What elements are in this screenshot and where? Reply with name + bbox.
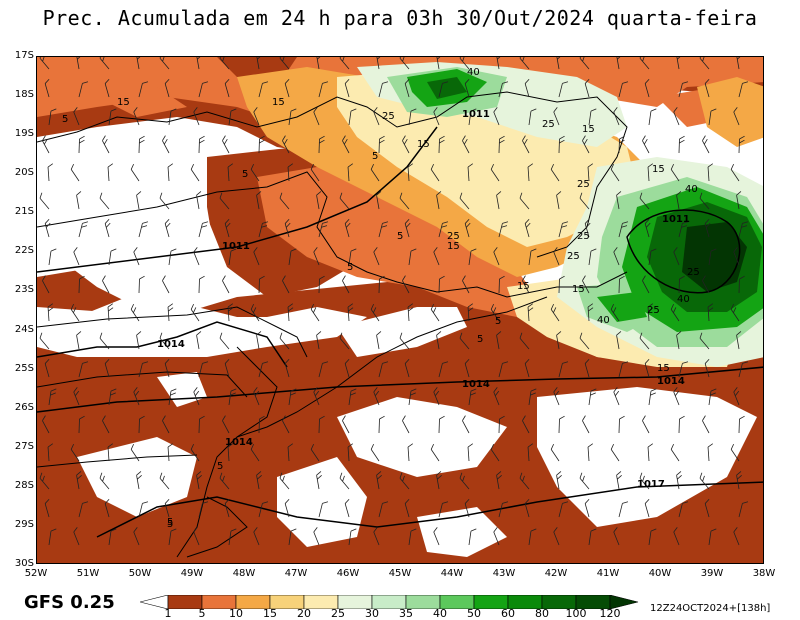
contour-label: 5 <box>397 231 403 242</box>
lat-label: 23S <box>2 284 34 295</box>
contour-label: 25 <box>447 231 460 242</box>
contour-label: 1014 <box>157 339 185 350</box>
colorbar-tick-label: 50 <box>459 607 489 620</box>
contour-label: 15 <box>117 97 130 108</box>
contour-label: 1017 <box>637 479 665 490</box>
contour-label: 1011 <box>462 109 490 120</box>
lon-label: 39W <box>692 568 732 579</box>
contour-label: 5 <box>217 461 223 472</box>
contour-label: 40 <box>467 67 480 78</box>
colorbar-tick-label: 15 <box>255 607 285 620</box>
colorbar-tick-label: 25 <box>323 607 353 620</box>
contour-label: 5 <box>62 114 68 125</box>
contour-label: 15 <box>572 284 585 295</box>
contour-label: 25 <box>647 305 660 316</box>
contour-label: 40 <box>677 294 690 305</box>
map-title: Prec. Acumulada em 24 h para 03h 30/Out/… <box>0 6 800 30</box>
contour-label: 5 <box>167 519 173 530</box>
contour-label: 1011 <box>662 214 690 225</box>
lon-label: 40W <box>640 568 680 579</box>
contour-label: 5 <box>347 262 353 273</box>
lat-label: 26S <box>2 402 34 413</box>
lon-label: 47W <box>276 568 316 579</box>
colorbar-tick-label: 40 <box>425 607 455 620</box>
lat-label: 22S <box>2 245 34 256</box>
contour-label: 15 <box>272 97 285 108</box>
lon-label: 51W <box>68 568 108 579</box>
contour-label: 25 <box>577 231 590 242</box>
lat-label: 21S <box>2 206 34 217</box>
colorbar-tick-label: 10 <box>221 607 251 620</box>
lon-label: 48W <box>224 568 264 579</box>
contour-label: 15 <box>417 139 430 150</box>
colorbar-tick-label: 80 <box>527 607 557 620</box>
contour-label: 15 <box>447 241 460 252</box>
colorbar-tick-label: 60 <box>493 607 523 620</box>
lon-label: 44W <box>432 568 472 579</box>
lat-label: 19S <box>2 128 34 139</box>
lon-label: 38W <box>744 568 784 579</box>
contour-label: 5 <box>477 334 483 345</box>
lon-label: 46W <box>328 568 368 579</box>
lat-label: 17S <box>2 50 34 61</box>
contour-label: 25 <box>542 119 555 130</box>
lon-label: 43W <box>484 568 524 579</box>
contour-label: 5 <box>242 169 248 180</box>
colorbar-tick-label: 120 <box>595 607 625 620</box>
colorbar-tick-label: 35 <box>391 607 421 620</box>
run-info: 12Z24OCT2024+[138h] <box>650 603 770 614</box>
colorbar-tick-label: 1 <box>153 607 183 620</box>
colorbar-tick-label: 30 <box>357 607 387 620</box>
model-name: GFS 0.25 <box>24 592 115 613</box>
contour-label: 25 <box>577 179 590 190</box>
contour-label: 1014 <box>657 376 685 387</box>
colorbar-tick-label: 5 <box>187 607 217 620</box>
lon-label: 50W <box>120 568 160 579</box>
contour-label: 15 <box>582 124 595 135</box>
contour-label: 15 <box>517 281 530 292</box>
lat-label: 24S <box>2 324 34 335</box>
contour-label: 40 <box>685 184 698 195</box>
contour-label: 1014 <box>462 379 490 390</box>
contour-label: 1011 <box>222 241 250 252</box>
colorbar-tick-label: 20 <box>289 607 319 620</box>
lon-label: 52W <box>16 568 56 579</box>
contour-label: 15 <box>657 363 670 374</box>
lon-label: 45W <box>380 568 420 579</box>
colorbar-tick-label: 100 <box>561 607 591 620</box>
contour-label: 25 <box>382 111 395 122</box>
lat-label: 29S <box>2 519 34 530</box>
contour-label: 5 <box>495 316 501 327</box>
lon-label: 49W <box>172 568 212 579</box>
contour-label: 25 <box>687 267 700 278</box>
lat-label: 27S <box>2 441 34 452</box>
contour-label: 40 <box>597 315 610 326</box>
lat-label: 28S <box>2 480 34 491</box>
lat-label: 18S <box>2 89 34 100</box>
lat-label: 25S <box>2 363 34 374</box>
contour-label: 5 <box>372 151 378 162</box>
contour-label: 1014 <box>225 437 253 448</box>
lat-label: 20S <box>2 167 34 178</box>
lon-label: 42W <box>536 568 576 579</box>
contour-label: 15 <box>652 164 665 175</box>
contour-label: 25 <box>567 251 580 262</box>
lon-label: 41W <box>588 568 628 579</box>
